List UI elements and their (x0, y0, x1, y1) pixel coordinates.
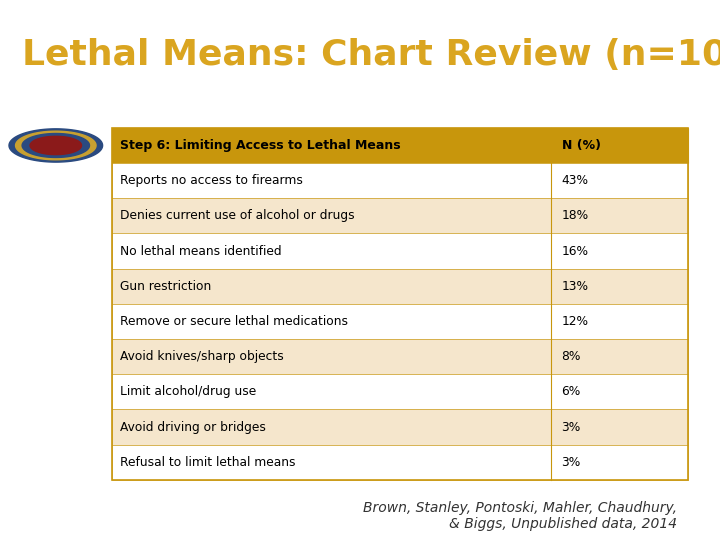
Bar (112, 339, 688, 374)
Bar (112, 233, 688, 269)
Bar (112, 198, 688, 233)
Polygon shape (16, 131, 96, 160)
Text: Lethal Means: Chart Review (n=100): Lethal Means: Chart Review (n=100) (22, 38, 720, 72)
Text: Remove or secure lethal medications: Remove or secure lethal medications (120, 315, 348, 328)
Text: Avoid driving or bridges: Avoid driving or bridges (120, 421, 266, 434)
Text: 12%: 12% (562, 315, 589, 328)
Bar (112, 374, 688, 409)
Polygon shape (22, 133, 89, 158)
Text: 18%: 18% (562, 210, 589, 222)
Text: Limit alcohol/drug use: Limit alcohol/drug use (120, 386, 256, 399)
Text: Brown, Stanley, Pontoski, Mahler, Chaudhury,
& Biggs, Unpublished data, 2014: Brown, Stanley, Pontoski, Mahler, Chaudh… (363, 501, 677, 531)
Bar (112, 163, 688, 198)
Bar (112, 269, 688, 304)
Text: 3%: 3% (562, 456, 581, 469)
Text: No lethal means identified: No lethal means identified (120, 245, 282, 258)
Text: 8%: 8% (562, 350, 581, 363)
Text: Refusal to limit lethal means: Refusal to limit lethal means (120, 456, 296, 469)
Bar (112, 445, 688, 480)
Polygon shape (30, 136, 81, 154)
Text: 6%: 6% (562, 386, 581, 399)
Bar (112, 409, 688, 445)
Bar (112, 304, 688, 339)
Text: Avoid knives/sharp objects: Avoid knives/sharp objects (120, 350, 284, 363)
Text: Reports no access to firearms: Reports no access to firearms (120, 174, 303, 187)
Polygon shape (9, 129, 103, 162)
Text: 43%: 43% (562, 174, 589, 187)
Text: 3%: 3% (562, 421, 581, 434)
Text: 13%: 13% (562, 280, 589, 293)
Text: N (%): N (%) (562, 139, 600, 152)
Bar (112, 128, 688, 480)
Text: Step 6: Limiting Access to Lethal Means: Step 6: Limiting Access to Lethal Means (120, 139, 401, 152)
Text: Denies current use of alcohol or drugs: Denies current use of alcohol or drugs (120, 210, 355, 222)
Bar (112, 128, 688, 163)
Text: Gun restriction: Gun restriction (120, 280, 212, 293)
Text: 16%: 16% (562, 245, 589, 258)
